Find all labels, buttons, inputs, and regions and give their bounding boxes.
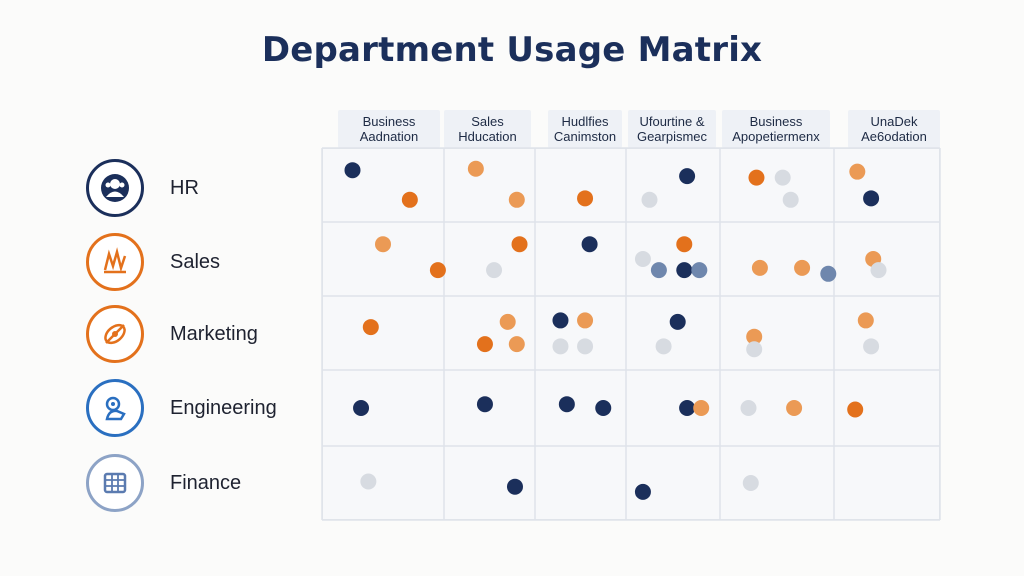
usage-dot-engineering-col4 — [679, 400, 696, 416]
usage-dot-sales-col1 — [429, 262, 446, 279]
row-name: Finance — [170, 471, 242, 494]
usage-dot-hr-col1 — [401, 191, 418, 208]
usage-dot-sales-col2 — [511, 236, 528, 253]
usage-dot-sales-col4 — [676, 236, 693, 253]
row-label-finance: Finance — [86, 452, 241, 514]
usage-dot-hr-col2 — [467, 160, 484, 177]
usage-dot-hr-col6 — [849, 163, 866, 180]
column-header-line: Ufourtine & — [639, 114, 705, 129]
usage-dot-sales-col5 — [794, 259, 811, 276]
column-header-line: Business — [749, 114, 803, 129]
column-header-line: Ae6odation — [861, 129, 927, 144]
usage-dot-sales-col1 — [375, 236, 391, 253]
usage-dot-engineering-col3 — [595, 400, 612, 416]
usage-dot-sales-col6 — [870, 262, 887, 279]
usage-dot-hr-col5 — [782, 191, 799, 208]
usage-dot-engineering-col1 — [353, 400, 370, 416]
column-header-5: Business Apopetiermenx — [722, 110, 830, 148]
row-label-engineering: Engineering — [86, 377, 277, 439]
engineering-gear-icon — [86, 379, 144, 437]
row-label-marketing: Marketing — [86, 303, 258, 365]
usage-dot-finance-col2 — [506, 478, 523, 495]
usage-dot-engineering-col6 — [847, 401, 864, 418]
usage-dot-sales-col4 — [634, 251, 651, 267]
usage-dot-hr-col6 — [863, 190, 880, 207]
sales-chart-icon — [86, 233, 144, 291]
usage-dot-marketing-col3 — [552, 338, 569, 355]
usage-dot-sales-col3 — [581, 236, 598, 253]
usage-dot-marketing-col2 — [508, 336, 525, 353]
usage-dot-engineering-col3 — [558, 396, 575, 413]
row-name: Marketing — [170, 322, 258, 345]
usage-dot-hr-col4 — [679, 168, 696, 185]
usage-dot-marketing-col4 — [655, 338, 672, 355]
usage-dot-hr-col5 — [748, 169, 765, 186]
finance-money-icon — [86, 454, 144, 512]
usage-dot-sales-col4 — [676, 262, 693, 279]
usage-dot-hr-col3 — [577, 190, 594, 207]
usage-dot-engineering-col2 — [476, 396, 493, 413]
usage-dot-marketing-col3 — [552, 312, 569, 329]
column-header-line: Apopetiermenx — [732, 129, 820, 144]
usage-dot-marketing-col2 — [476, 336, 493, 353]
usage-dot-sales-col4 — [650, 262, 667, 279]
usage-dot-marketing-col3 — [577, 312, 594, 329]
usage-dot-hr-col1 — [344, 162, 361, 179]
usage-dot-sales-col4 — [691, 262, 708, 279]
usage-dot-hr-col2 — [508, 191, 525, 208]
column-header-2: Sales Hducation — [444, 110, 531, 148]
row-label-sales: Sales — [86, 231, 220, 293]
usage-dot-marketing-col5 — [746, 341, 763, 358]
column-header-line: Sales — [471, 114, 504, 129]
column-header-line: Aadnation — [359, 129, 419, 144]
usage-dot-marketing-col6 — [863, 338, 880, 355]
usage-dot-hr-col4 — [641, 191, 658, 208]
marketing-megaphone-icon — [86, 305, 144, 363]
usage-dot-sales-col5 — [751, 259, 768, 276]
hr-people-icon — [86, 159, 144, 217]
usage-dot-sales-col2 — [486, 262, 503, 279]
usage-dot-marketing-col1 — [362, 319, 379, 336]
usage-dot-sales-col5 — [820, 265, 837, 282]
column-header-4: Ufourtine & Gearpismec — [628, 110, 716, 148]
column-header-line: Hducation — [458, 129, 517, 144]
usage-dot-engineering-col5 — [786, 400, 803, 416]
column-header-line: Business — [362, 114, 416, 129]
usage-dot-engineering-col5 — [740, 400, 757, 416]
usage-dot-finance-col4 — [634, 483, 651, 500]
column-header-3: Hudlfies Canimston — [548, 110, 622, 148]
usage-dot-marketing-col5 — [746, 328, 763, 345]
row-name: HR — [170, 176, 199, 199]
row-name: Sales — [170, 250, 221, 273]
usage-dot-engineering-col4 — [693, 400, 710, 416]
usage-dot-hr-col5 — [774, 169, 791, 186]
usage-dot-marketing-col3 — [577, 338, 594, 355]
row-name: Engineering — [170, 396, 277, 419]
usage-dot-marketing-col6 — [857, 312, 874, 329]
column-header-1: Business Aadnation — [338, 110, 440, 148]
column-header-line: Hudlfies — [561, 114, 609, 129]
usage-dot-marketing-col4 — [669, 313, 686, 330]
usage-dot-finance-col5 — [742, 475, 759, 491]
chart-title: Department Usage Matrix — [261, 30, 763, 70]
column-header-line: Gearpismec — [636, 129, 708, 144]
column-header-line: Canimston — [553, 129, 617, 144]
usage-dot-marketing-col2 — [499, 313, 516, 330]
column-header-6: UnaDek Ae6odation — [848, 110, 940, 148]
row-label-hr: HR — [86, 157, 199, 219]
usage-dot-finance-col1 — [360, 473, 377, 490]
column-header-line: UnaDek — [870, 114, 918, 129]
